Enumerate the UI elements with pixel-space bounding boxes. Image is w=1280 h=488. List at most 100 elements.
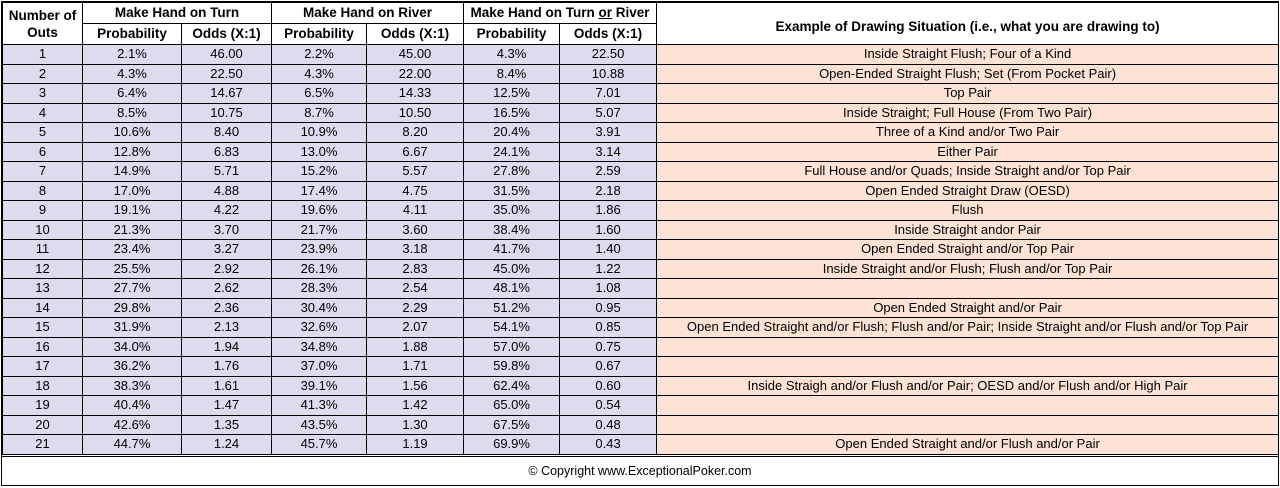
turn-odds-cell: 10.75: [180, 102, 273, 123]
river-odds-cell: 1.19: [366, 434, 465, 455]
turn-probability-cell: 21.3%: [82, 219, 182, 240]
river-odds-header: Odds (X:1): [366, 23, 465, 45]
turn-odds-cell: 6.83: [180, 141, 273, 162]
outs-cell: 18: [2, 375, 83, 396]
table-row: 4 8.5% 10.75 8.7% 10.50 16.5% 5.07 Inside Strai…: [2, 102, 1280, 123]
turn-probability-cell: 12.8%: [82, 141, 182, 162]
either-probability-cell: 67.5%: [463, 414, 561, 435]
either-odds-cell: 0.67: [559, 356, 658, 377]
table-body: 1 2.1% 46.00 2.2% 45.00 4.3% 22.50 Inside Strai…: [2, 44, 1280, 455]
example-cell: Three of a Kind and/or Two Pair: [656, 122, 1280, 143]
outs-cell: 4: [2, 102, 83, 123]
river-header: Make Hand on River: [271, 2, 465, 24]
outs-cell: 5: [2, 122, 83, 143]
either-odds-cell: 0.54: [559, 395, 658, 416]
either-odds-cell: 10.88: [559, 63, 658, 84]
outs-cell: 16: [2, 336, 83, 357]
turn-probability-cell: 8.5%: [82, 102, 182, 123]
table-row: 6 12.8% 6.83 13.0% 6.67 24.1% 3.14 Either Pair: [2, 141, 1280, 162]
outs-cell: 1: [2, 44, 83, 65]
example-cell: [656, 278, 1280, 299]
turn-probability-cell: 38.3%: [82, 375, 182, 396]
river-odds-cell: 2.29: [366, 297, 465, 318]
outs-cell: 15: [2, 317, 83, 338]
turn-odds-cell: 3.70: [180, 219, 273, 240]
either-probability-cell: 41.7%: [463, 239, 561, 260]
turn-probability-cell: 42.6%: [82, 414, 182, 435]
either-probability-cell: 38.4%: [463, 219, 561, 240]
example-cell: Open Ended Straight and/or Flush and/or …: [656, 434, 1280, 455]
river-probability-cell: 28.3%: [271, 278, 368, 299]
turn-probability-cell: 19.1%: [82, 200, 182, 221]
either-odds-cell: 2.18: [559, 180, 658, 201]
turn-odds-cell: 4.88: [180, 180, 273, 201]
turn-odds-cell: 1.24: [180, 434, 273, 455]
either-odds-cell: 0.85: [559, 317, 658, 338]
river-odds-cell: 22.00: [366, 63, 465, 84]
outs-cell: 21: [2, 434, 83, 455]
table-row: 18 38.3% 1.61 39.1% 1.56 62.4% 0.60 Inside Stra…: [2, 375, 1280, 396]
river-probability-cell: 26.1%: [271, 258, 368, 279]
outs-cell: 6: [2, 141, 83, 162]
river-odds-cell: 4.75: [366, 180, 465, 201]
river-odds-cell: 10.50: [366, 102, 465, 123]
either-probability-header: Probability: [463, 23, 561, 45]
river-probability-cell: 23.9%: [271, 239, 368, 260]
river-odds-cell: 1.88: [366, 336, 465, 357]
either-probability-cell: 31.5%: [463, 180, 561, 201]
either-header-a: Make Hand on Turn: [470, 5, 599, 20]
outs-cell: 17: [2, 356, 83, 377]
either-odds-cell: 22.50: [559, 44, 658, 65]
either-odds-cell: 1.22: [559, 258, 658, 279]
table-row: 14 29.8% 2.36 30.4% 2.29 51.2% 0.95 Open Ended …: [2, 297, 1280, 318]
turn-odds-cell: 4.22: [180, 200, 273, 221]
example-cell: Open Ended Straight and/or Flush; Flush …: [656, 317, 1280, 338]
river-odds-cell: 3.60: [366, 219, 465, 240]
copyright-footer: © Copyright www.ExceptionalPoker.com: [2, 456, 1278, 487]
either-odds-cell: 1.60: [559, 219, 658, 240]
either-probability-cell: 45.0%: [463, 258, 561, 279]
outs-cell: 2: [2, 63, 83, 84]
either-probability-cell: 12.5%: [463, 83, 561, 104]
turn-odds-cell: 2.62: [180, 278, 273, 299]
turn-probability-cell: 31.9%: [82, 317, 182, 338]
table-row: 15 31.9% 2.13 32.6% 2.07 54.1% 0.85 Open Ended …: [2, 317, 1280, 338]
example-cell: [656, 336, 1280, 357]
table-row: 11 23.4% 3.27 23.9% 3.18 41.7% 1.40 Open Ended …: [2, 239, 1280, 260]
either-header-or: or: [598, 5, 613, 20]
either-odds-cell: 5.07: [559, 102, 658, 123]
turn-odds-cell: 1.35: [180, 414, 273, 435]
river-odds-cell: 1.56: [366, 375, 465, 396]
outs-header-line2: Outs: [27, 24, 58, 40]
river-probability-cell: 8.7%: [271, 102, 368, 123]
river-probability-cell: 30.4%: [271, 297, 368, 318]
turn-odds-cell: 1.61: [180, 375, 273, 396]
river-probability-cell: 10.9%: [271, 122, 368, 143]
table-row: 9 19.1% 4.22 19.6% 4.11 35.0% 1.86 Flush: [2, 200, 1280, 221]
river-probability-cell: 15.2%: [271, 161, 368, 182]
either-odds-cell: 2.59: [559, 161, 658, 182]
outs-cell: 3: [2, 83, 83, 104]
river-odds-cell: 2.83: [366, 258, 465, 279]
turn-odds-cell: 5.71: [180, 161, 273, 182]
table-row: 21 44.7% 1.24 45.7% 1.19 69.9% 0.43 Open Ended …: [2, 434, 1280, 455]
river-probability-cell: 2.2%: [271, 44, 368, 65]
example-cell: Open Ended Straight Draw (OESD): [656, 180, 1280, 201]
turn-odds-cell: 14.67: [180, 83, 273, 104]
table-row: 7 14.9% 5.71 15.2% 5.57 27.8% 2.59 Full House a…: [2, 161, 1280, 182]
turn-odds-cell: 1.47: [180, 395, 273, 416]
river-odds-cell: 45.00: [366, 44, 465, 65]
example-cell: Inside Straight; Full House (From Two Pa…: [656, 102, 1280, 123]
turn-probability-cell: 29.8%: [82, 297, 182, 318]
turn-odds-cell: 46.00: [180, 44, 273, 65]
table-row: 20 42.6% 1.35 43.5% 1.30 67.5% 0.48: [2, 414, 1280, 435]
river-probability-cell: 21.7%: [271, 219, 368, 240]
outs-cell: 10: [2, 219, 83, 240]
either-probability-cell: 54.1%: [463, 317, 561, 338]
river-probability-header: Probability: [271, 23, 368, 45]
turn-odds-header: Odds (X:1): [180, 23, 273, 45]
river-odds-cell: 1.71: [366, 356, 465, 377]
either-probability-cell: 51.2%: [463, 297, 561, 318]
river-probability-cell: 39.1%: [271, 375, 368, 396]
